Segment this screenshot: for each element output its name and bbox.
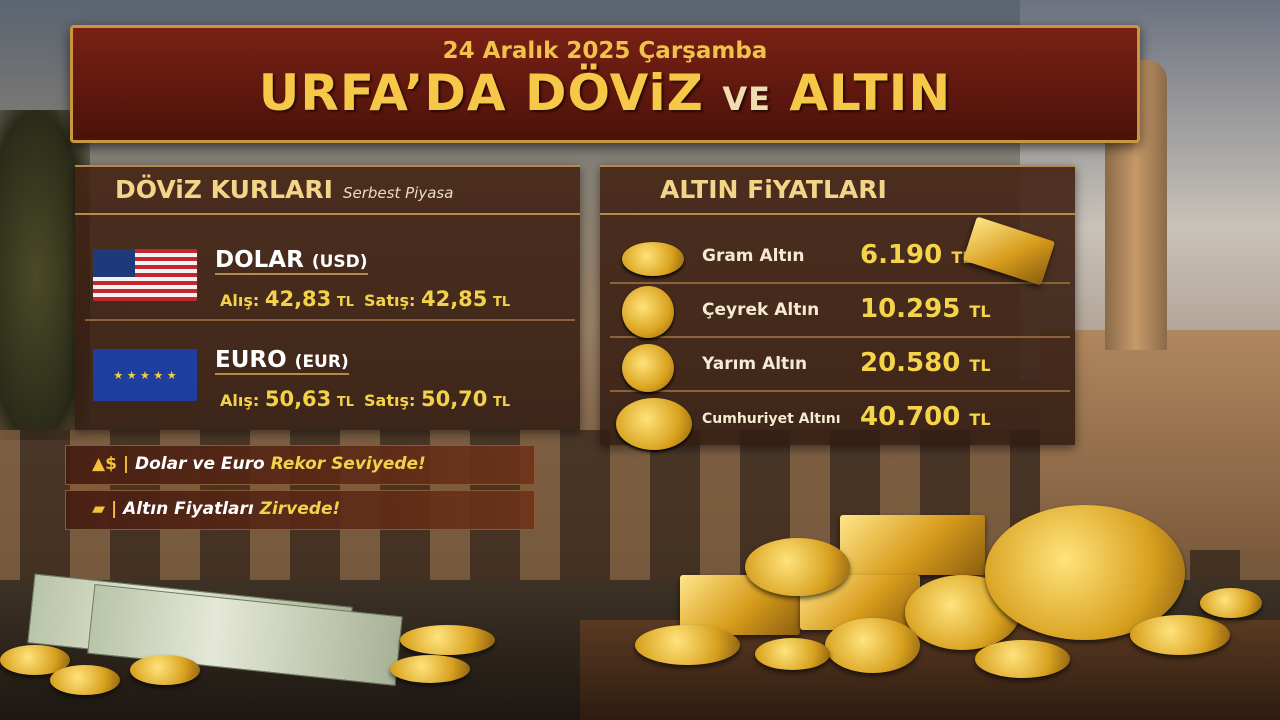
yarim-coin-icon xyxy=(622,344,674,392)
gold-row: Gram Altın 6.190 TL xyxy=(610,232,1070,284)
title-banner: 24 Aralık 2025 Çarşamba URFA’DA DÖViZ VE… xyxy=(70,25,1140,143)
us-flag-icon xyxy=(93,249,197,301)
ticker-record: ▲$ | Dolar ve Euro Rekor Seviyede! xyxy=(65,445,535,485)
gold-name: Gram Altın xyxy=(702,246,805,266)
gold-name: Yarım Altın xyxy=(702,354,808,374)
currency-row-usd: DOLAR (USD) Alış: 42,83 TL Satış: 42,85 T… xyxy=(85,239,575,321)
gold-coin xyxy=(1130,615,1230,655)
gold-coin xyxy=(50,665,120,695)
currency-rates: Alış: 42,83 TL Satış: 42,85 TL xyxy=(220,287,511,311)
doviz-header: DÖViZ KURLARI Serbest Piyasa xyxy=(75,167,580,215)
gold-coin xyxy=(1200,588,1262,618)
gold-coin xyxy=(745,538,850,596)
gold-price: 6.190 TL xyxy=(860,240,973,270)
gold-price: 10.295 TL xyxy=(860,294,991,324)
gold-row: Cumhuriyet Altını 40.700 TL xyxy=(610,394,1070,450)
currency-row-eur: ★ ★ ★ ★ ★ EURO (EUR) Alış: 50,63 TL Satış… xyxy=(85,339,575,421)
ceyrek-coin-icon xyxy=(622,286,674,338)
altin-title: ALTIN FiYATLARI xyxy=(660,175,887,204)
altin-panel: ALTIN FiYATLARI Gram Altın 6.190 TL Çeyre… xyxy=(600,165,1075,450)
gold-coin xyxy=(400,625,495,655)
title-ve: VE xyxy=(722,80,771,118)
ticker-highlight: Zirvede! xyxy=(259,499,341,519)
gold-coin xyxy=(825,618,920,673)
title-part2: ALTIN xyxy=(789,64,952,122)
ticker-highlight: Rekor Seviyede! xyxy=(270,454,426,474)
cumhuriyet-coin-icon xyxy=(616,398,692,450)
dollar-up-icon: ▲$ | xyxy=(92,454,130,474)
gold-name: Cumhuriyet Altını xyxy=(702,411,841,427)
eu-flag-icon: ★ ★ ★ ★ ★ xyxy=(93,349,197,401)
doviz-panel: DÖViZ KURLARI Serbest Piyasa DOLAR (USD) … xyxy=(75,165,580,430)
gold-row: Çeyrek Altın 10.295 TL xyxy=(610,286,1070,338)
altin-header: ALTIN FiYATLARI xyxy=(600,167,1075,215)
date-text: 24 Aralık 2025 Çarşamba xyxy=(442,38,768,64)
gold-price: 20.580 TL xyxy=(860,348,991,378)
ticker-text: Dolar ve Euro xyxy=(134,454,265,474)
gold-coin xyxy=(390,655,470,683)
currency-name: EURO (EUR) xyxy=(215,347,349,375)
currency-rates: Alış: 50,63 TL Satış: 50,70 TL xyxy=(220,387,511,411)
gold-coin xyxy=(130,655,200,685)
doviz-title: DÖViZ KURLARI xyxy=(115,175,333,204)
gram-coins-icon xyxy=(622,242,684,276)
currency-name: DOLAR (USD) xyxy=(215,247,368,275)
main-title: URFA’DA DÖViZ VE ALTIN xyxy=(73,64,1137,122)
gold-name: Çeyrek Altın xyxy=(702,300,820,320)
gold-bar xyxy=(840,515,985,575)
gold-row: Yarım Altın 20.580 TL xyxy=(610,340,1070,392)
gold-coin xyxy=(755,638,830,670)
ticker-text: Altın Fiyatları xyxy=(123,499,254,519)
gold-coin xyxy=(975,640,1070,678)
gold-coin xyxy=(635,625,740,665)
title-part1: URFA’DA DÖViZ xyxy=(258,64,704,122)
ticker-gold: ▰ | Altın Fiyatları Zirvede! xyxy=(65,490,535,530)
gold-price: 40.700 TL xyxy=(860,402,991,432)
gold-bars-icon: ▰ | xyxy=(92,499,118,519)
doviz-subtitle: Serbest Piyasa xyxy=(342,184,454,202)
